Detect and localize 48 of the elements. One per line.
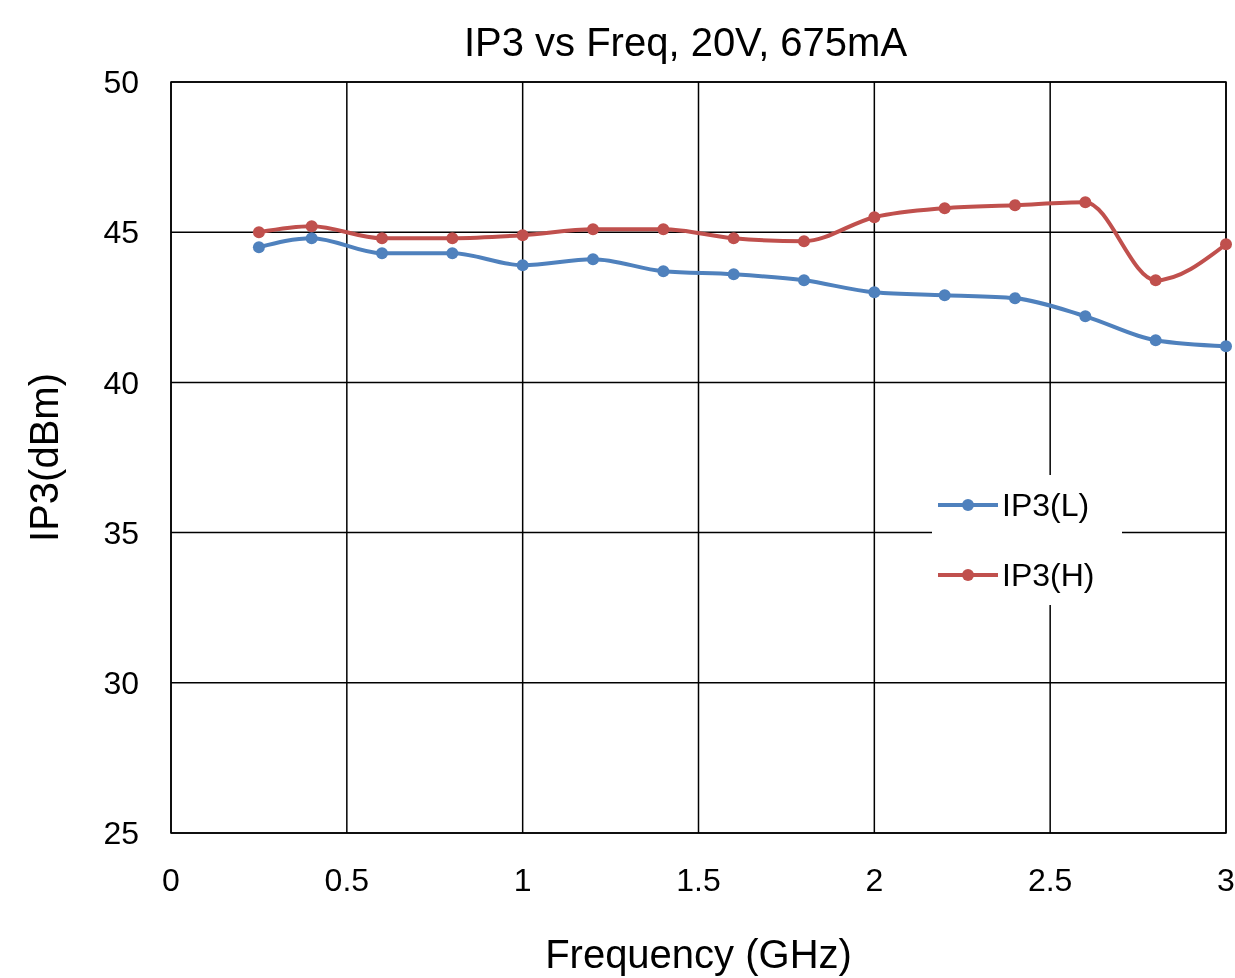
y-tick-label: 40 [103,364,139,401]
point [1149,274,1162,287]
y-tick-label: 25 [103,815,139,852]
point [657,223,670,236]
point [938,202,951,215]
x-axis-title: Frequency (GHz) [545,932,852,976]
point [516,229,529,242]
point [516,259,529,272]
point [376,232,388,245]
point [1009,292,1021,305]
point [1220,340,1232,353]
point [1079,310,1092,323]
x-tick-label: 1.5 [676,862,721,898]
point [798,235,810,248]
point [868,211,881,224]
x-tick-label: 1 [513,862,532,898]
y-tick-label: 45 [103,214,139,251]
legend-label: IP3(H) [1002,557,1095,594]
x-tick-label: 0.5 [324,862,370,898]
y-tick-label: 30 [103,665,139,701]
point [798,274,810,287]
point [587,223,599,236]
legend-label: IP3(L) [1002,487,1090,524]
point [252,241,265,254]
point [376,247,388,260]
point [657,265,670,278]
y-tick-label: 35 [103,514,139,551]
x-tick-label: 3 [1217,862,1235,898]
point [446,232,459,245]
point [305,220,318,233]
point [1009,199,1021,212]
point [727,268,740,281]
point [727,232,740,245]
y-tick-label: 50 [103,64,139,101]
point [252,226,265,239]
y-axis-title: IP3(dBm) [22,373,66,542]
point [587,253,599,266]
chart-title: IP3 vs Freq, 20V, 675mA [463,20,908,64]
point [305,232,318,245]
x-tick-label: 0 [162,862,180,898]
point [1149,334,1162,347]
x-tick-label: 2 [865,862,884,898]
point [446,247,459,260]
point [938,289,951,302]
point [1079,196,1092,209]
point [868,286,881,299]
point [1220,238,1232,251]
x-tick-label: 2.5 [1027,862,1073,898]
